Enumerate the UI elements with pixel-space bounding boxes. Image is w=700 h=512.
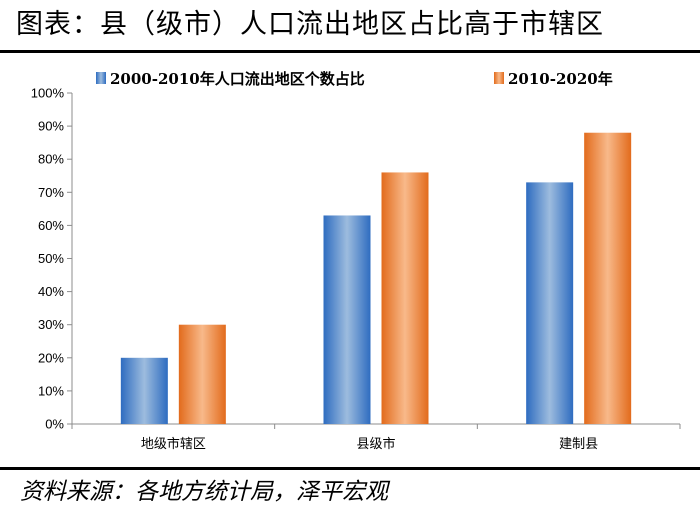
bar-series-2 [381, 172, 429, 424]
y-tick-label: 20% [38, 350, 64, 365]
y-tick-label: 30% [38, 317, 64, 332]
footer-divider [0, 467, 700, 470]
legend-swatch-series-2 [494, 72, 504, 84]
legend-label-series-2: 2010-2020年 [508, 70, 613, 88]
legend-swatch-series-1 [96, 72, 106, 84]
y-tick-label: 60% [38, 218, 64, 233]
page-title: 图表：县（级市）人口流出地区占比高于市辖区 [16, 9, 604, 40]
bar-chart: 2000-2010年人口流出地区个数占比 2010-2020年 0% 10% 20%… [31, 70, 681, 452]
y-tick-label: 100% [31, 86, 65, 101]
bar-series-1 [323, 215, 371, 424]
x-category-label: 建制县 [559, 437, 598, 452]
x-axis-categories: 地级市辖区 县级市 建制县 [71, 424, 681, 452]
bars [120, 132, 632, 424]
legend: 2000-2010年人口流出地区个数占比 2010-2020年 [96, 70, 613, 88]
bar-series-2 [178, 324, 226, 424]
y-tick-label: 0% [45, 417, 64, 432]
x-category-label: 地级市辖区 [141, 436, 206, 452]
y-axis-ticks: 0% 10% 20% 30% 40% 50% 60% 70% 80% 90% 100% [31, 86, 72, 432]
bar-series-2 [584, 132, 632, 424]
y-tick-label: 80% [38, 152, 64, 167]
y-tick-label: 10% [38, 383, 64, 398]
y-tick-label: 50% [38, 251, 64, 266]
y-tick-label: 70% [38, 185, 64, 200]
y-tick-label: 90% [38, 119, 64, 134]
legend-label-series-1: 2000-2010年人口流出地区个数占比 [110, 70, 365, 88]
y-tick-label: 40% [38, 284, 64, 299]
x-category-label: 县级市 [356, 436, 395, 452]
title-divider [0, 50, 700, 53]
bar-series-1 [526, 182, 574, 424]
source-note: 资料来源：各地方统计局，泽平宏观 [20, 479, 388, 505]
bar-series-1 [120, 357, 168, 424]
